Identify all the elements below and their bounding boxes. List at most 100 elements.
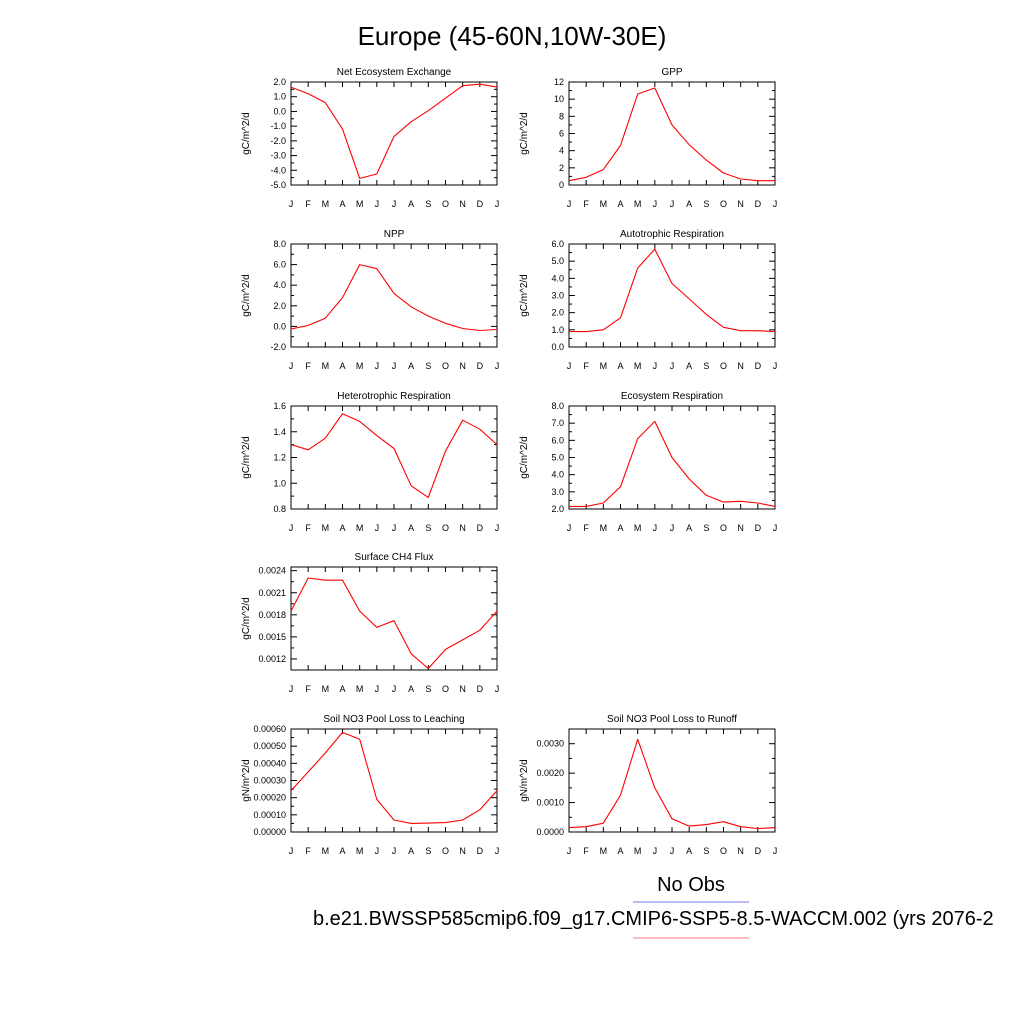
x-tick-label: J	[567, 199, 572, 209]
y-tick-label: 3.0	[551, 291, 564, 301]
x-tick-label: J	[375, 361, 380, 371]
plot-frame	[568, 728, 776, 833]
series-line	[290, 83, 498, 179]
x-tick-label: J	[670, 846, 675, 856]
y-tick-label: 3.0	[551, 487, 564, 497]
y-tick-label: 0.0024	[258, 566, 286, 576]
figure-title: Europe (45-60N,10W-30E)	[358, 21, 667, 51]
x-tick-label: M	[634, 199, 642, 209]
x-tick-label: N	[737, 361, 744, 371]
x-tick-label: J	[392, 846, 397, 856]
x-tick-label: J	[653, 523, 658, 533]
y-axis-label: gC/m^2/d	[241, 597, 252, 640]
x-tick-label: A	[408, 523, 414, 533]
y-tick-label: 0.0010	[536, 798, 564, 808]
x-tick-label: J	[392, 684, 397, 694]
y-tick-label: 2	[559, 163, 564, 173]
x-tick-label: D	[477, 361, 484, 371]
y-tick-label: 0.0020	[536, 768, 564, 778]
x-tick-label: J	[392, 199, 397, 209]
y-axis-label: gC/m^2/d	[519, 274, 530, 317]
x-tick-label: D	[755, 846, 762, 856]
chart-title: NPP	[384, 229, 405, 240]
x-tick-label: M	[634, 523, 642, 533]
x-tick-label: M	[600, 361, 608, 371]
x-tick-label: M	[634, 361, 642, 371]
x-tick-label: A	[408, 199, 414, 209]
y-tick-label: 0.00060	[253, 724, 286, 734]
y-tick-label: 6.0	[551, 239, 564, 249]
x-tick-label: M	[322, 523, 330, 533]
x-tick-label: S	[425, 523, 431, 533]
y-tick-label: 12	[554, 77, 564, 87]
x-tick-label: N	[459, 199, 466, 209]
y-tick-label: 0.0	[551, 342, 564, 352]
y-tick-label: 6.0	[273, 260, 286, 270]
x-tick-label: A	[617, 361, 623, 371]
x-tick-label: J	[392, 523, 397, 533]
x-tick-label: J	[375, 523, 380, 533]
y-tick-label: -3.0	[270, 151, 286, 161]
x-tick-label: S	[425, 846, 431, 856]
y-tick-label: -1.0	[270, 121, 286, 131]
x-tick-label: J	[392, 361, 397, 371]
x-tick-label: N	[459, 684, 466, 694]
y-axis-label: gC/m^2/d	[241, 274, 252, 317]
x-tick-label: J	[495, 846, 500, 856]
x-tick-label: A	[339, 846, 345, 856]
x-tick-label: A	[408, 361, 414, 371]
x-tick-label: N	[459, 846, 466, 856]
x-tick-label: S	[703, 523, 709, 533]
y-tick-label: 0.8	[273, 504, 286, 514]
y-tick-label: 2.0	[273, 77, 286, 87]
y-axis-label: gN/m^2/d	[241, 759, 252, 802]
x-tick-label: F	[305, 361, 311, 371]
x-tick-label: M	[600, 523, 608, 533]
y-tick-label: 0.0021	[258, 588, 286, 598]
x-tick-label: A	[408, 684, 414, 694]
series-line	[569, 420, 776, 507]
y-axis-label: gC/m^2/d	[519, 112, 530, 155]
x-tick-label: D	[755, 523, 762, 533]
chart-title: Soil NO3 Pool Loss to Leaching	[323, 714, 464, 725]
x-tick-label: F	[583, 523, 589, 533]
chart-title: Surface CH4 Flux	[355, 552, 434, 563]
x-tick-label: J	[289, 846, 294, 856]
x-tick-label: J	[495, 199, 500, 209]
chart-title: Net Ecosystem Exchange	[337, 67, 452, 78]
x-tick-label: A	[686, 361, 692, 371]
x-tick-label: S	[425, 684, 431, 694]
x-tick-label: D	[755, 361, 762, 371]
x-tick-label: A	[617, 846, 623, 856]
x-tick-label: A	[339, 684, 345, 694]
x-tick-label: S	[703, 361, 709, 371]
y-tick-label: 2.0	[551, 308, 564, 318]
x-tick-label: M	[634, 846, 642, 856]
y-tick-label: 0.0015	[258, 632, 286, 642]
x-tick-label: N	[737, 199, 744, 209]
x-tick-label: F	[305, 523, 311, 533]
x-tick-label: J	[495, 361, 500, 371]
y-tick-label: -4.0	[270, 165, 286, 175]
y-tick-label: 0.0030	[536, 739, 564, 749]
chart-title: Autotrophic Respiration	[620, 229, 724, 240]
x-tick-label: O	[720, 846, 727, 856]
x-tick-label: M	[356, 684, 364, 694]
x-tick-label: J	[567, 361, 572, 371]
legend-obs-label: No Obs	[657, 874, 725, 896]
legend: No Obs b.e21.BWSSP585cmip6.f09_g17.CMIP6…	[313, 874, 994, 939]
x-tick-label: J	[289, 523, 294, 533]
y-tick-label: 0.0000	[536, 827, 564, 837]
x-tick-label: A	[339, 361, 345, 371]
series-line	[568, 87, 775, 182]
chart-title: Soil NO3 Pool Loss to Runoff	[607, 714, 737, 725]
x-tick-label: O	[442, 523, 449, 533]
y-tick-label: 8.0	[551, 401, 564, 411]
x-tick-label: D	[755, 199, 762, 209]
y-tick-label: 0.00050	[253, 741, 286, 751]
x-tick-label: S	[425, 361, 431, 371]
